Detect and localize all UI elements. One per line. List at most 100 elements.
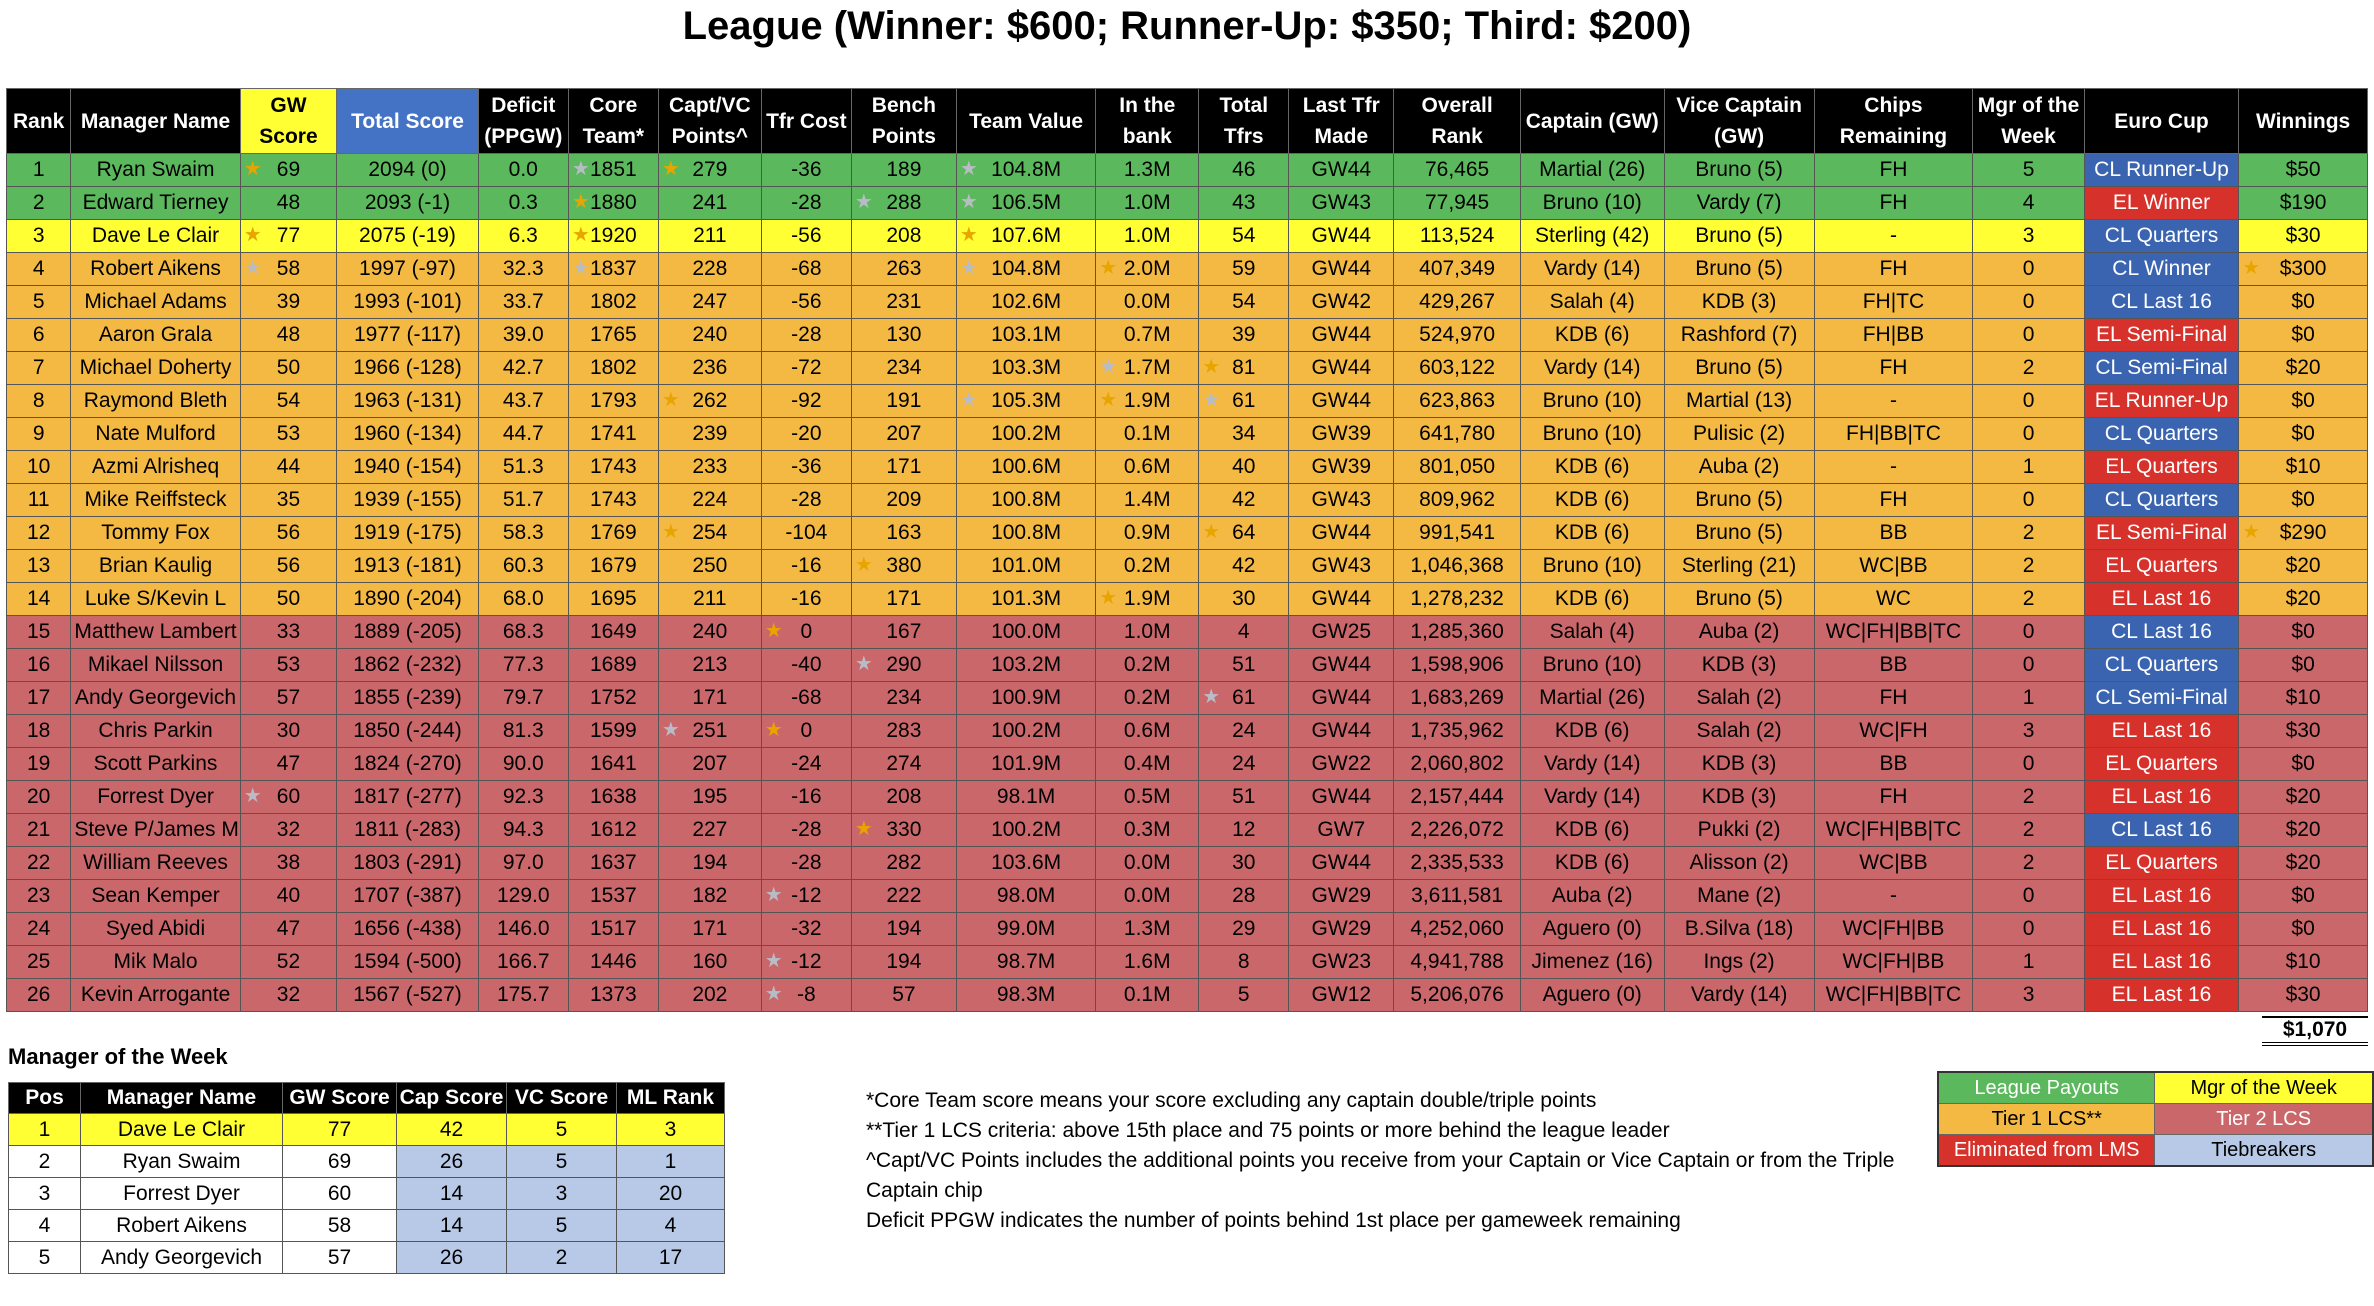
cell-text: 101.9M	[991, 752, 1062, 775]
cell-text: 1811 (-283)	[353, 818, 461, 841]
cell-text: Bruno (10)	[1542, 653, 1642, 676]
cell-mgr-of-the-week: 1	[1972, 945, 2085, 979]
cell-text: 0	[2022, 389, 2035, 412]
motw-col-manager-name: Manager Name	[80, 1082, 283, 1114]
cell-text: 69	[276, 158, 301, 181]
cell-total-score: 1594 (-500)	[336, 945, 479, 979]
cell-text: 103.3M	[991, 356, 1062, 379]
cell-vice-captain-gw: Sterling (21)	[1663, 549, 1815, 583]
cell-capt-vc-points: ★ 279	[657, 153, 762, 187]
cell-capt-vc-points: 211	[657, 582, 762, 616]
league-table: Rank Manager Name GW Score Total Score Defic…	[5, 88, 2368, 1012]
cell-total-tfrs: 59	[1198, 252, 1290, 286]
col-header-bench-points: Bench Points	[850, 88, 957, 154]
star-icon: ★	[243, 158, 262, 180]
star-icon: ★	[1099, 257, 1118, 279]
cell-text: 0.7M	[1123, 323, 1171, 346]
cell-text: 79.7	[502, 686, 544, 709]
cell-bench-points: 234	[850, 351, 957, 385]
cell-text: -72	[791, 356, 822, 379]
cell-text: 1743	[589, 455, 637, 478]
cell-text: GW44	[1311, 851, 1372, 874]
cell-text: 16	[26, 653, 51, 676]
cell-text: FH|BB	[1862, 323, 1925, 346]
cell-bench-points: ★ 330	[850, 813, 957, 847]
note-core-team: *Core Team score means your score exclud…	[866, 1089, 1597, 1112]
cell-mgr-of-the-week: 2	[1972, 549, 2085, 583]
star-icon: ★	[959, 158, 978, 180]
cell-text: 0.6M	[1123, 719, 1171, 742]
cell-text: FH	[1879, 158, 1908, 181]
cell-text: -12	[791, 884, 822, 907]
cell-text: 1,278,232	[1410, 587, 1504, 610]
cell-text: Ryan Swaim	[96, 158, 215, 181]
cell-text: -28	[791, 191, 822, 214]
cell-tfr-cost: -28	[760, 813, 852, 847]
cell-text: Syed Abidi	[105, 917, 206, 940]
cell-text: 102.6M	[991, 290, 1062, 313]
cell-text: -68	[791, 257, 822, 280]
cell-captain-gw: Vardy (14)	[1519, 351, 1665, 385]
cell-gw-score: 56	[239, 516, 338, 550]
cell-manager-name: Brian Kaulig	[70, 549, 241, 583]
col-header-vice-captain-gw: Vice Captain (GW)	[1663, 88, 1815, 154]
cell-tfr-cost: -104	[760, 516, 852, 550]
cell-text: -56	[791, 290, 822, 313]
cell-text: 1.0M	[1123, 191, 1171, 214]
cell-winnings: $0	[2238, 384, 2368, 418]
cell-total-tfrs: 43	[1198, 186, 1290, 220]
cell-overall-rank: 1,285,360	[1393, 615, 1521, 649]
cell-manager-name: Raymond Bleth	[70, 384, 241, 418]
cell-text: 42.7	[502, 356, 544, 379]
cell-capt-vc-points: 160	[657, 945, 762, 979]
cell-in-the-bank: 0.1M	[1095, 417, 1200, 451]
col-header-in-the-bank: In the bank	[1095, 88, 1200, 154]
cell-text: 0.0M	[1123, 290, 1171, 313]
cell-mgr-of-the-week: 3	[1972, 978, 2085, 1012]
cell-mgr-of-the-week: 0	[1972, 615, 2085, 649]
cell-mgr-of-the-week: 2	[1972, 582, 2085, 616]
cell-total-tfrs: 4	[1198, 615, 1290, 649]
cell-text: 22	[26, 851, 51, 874]
cell-tfr-cost: -36	[760, 450, 852, 484]
cell-text: 68.3	[502, 620, 544, 643]
cell-text: 35	[276, 488, 301, 511]
star-icon: ★	[854, 554, 873, 576]
cell-core-team: 1612	[567, 813, 659, 847]
cell-text: CL Quarters	[2104, 224, 2219, 247]
cell-euro-cup: EL Semi-Final	[2083, 318, 2240, 352]
cell-captain-gw: KDB (6)	[1519, 450, 1665, 484]
cell-capt-vc-points: 233	[657, 450, 762, 484]
cell-chips-remaining: FH	[1813, 186, 1974, 220]
cell-text: EL Last 16	[2111, 785, 2212, 808]
cell-bench-points: 274	[850, 747, 957, 781]
cell-text: 1765	[589, 323, 637, 346]
cell-text: 81.3	[502, 719, 544, 742]
motw-cell-cap-score: 14	[396, 1177, 507, 1210]
col-header-winnings: Winnings	[2238, 88, 2368, 154]
cell-text: CL Last 16	[2111, 818, 2212, 841]
cell-text: 24	[26, 917, 51, 940]
cell-team-value: 100.6M	[955, 450, 1097, 484]
cell-overall-rank: 991,541	[1393, 516, 1521, 550]
cell-total-tfrs: 46	[1198, 153, 1290, 187]
cell-text: -	[1889, 224, 1897, 247]
cell-team-value: 100.8M	[955, 516, 1097, 550]
cell-winnings: $0	[2238, 879, 2368, 913]
cell-text: $10	[2285, 950, 2321, 973]
col-header-overall-rank: Overall Rank	[1393, 88, 1521, 154]
cell-text: 98.7M	[996, 950, 1056, 973]
cell-text: Michael Doherty	[79, 356, 232, 379]
cell-gw-score: 53	[239, 648, 338, 682]
cell-text: 2075 (-19)	[359, 224, 456, 247]
cell-text: 54	[276, 389, 301, 412]
cell-text: 0	[2022, 290, 2035, 313]
cell-rank: 22	[5, 846, 72, 880]
col-header-gw-score: GW Score	[239, 88, 338, 154]
cell-text: 202	[692, 983, 728, 1006]
cell-mgr-of-the-week: 1	[1972, 450, 2085, 484]
cell-last-tfr-made: GW29	[1288, 912, 1395, 946]
cell-text: 105.3M	[991, 389, 1062, 412]
cell-text: $0	[2291, 488, 2315, 511]
cell-text: GW44	[1311, 719, 1372, 742]
